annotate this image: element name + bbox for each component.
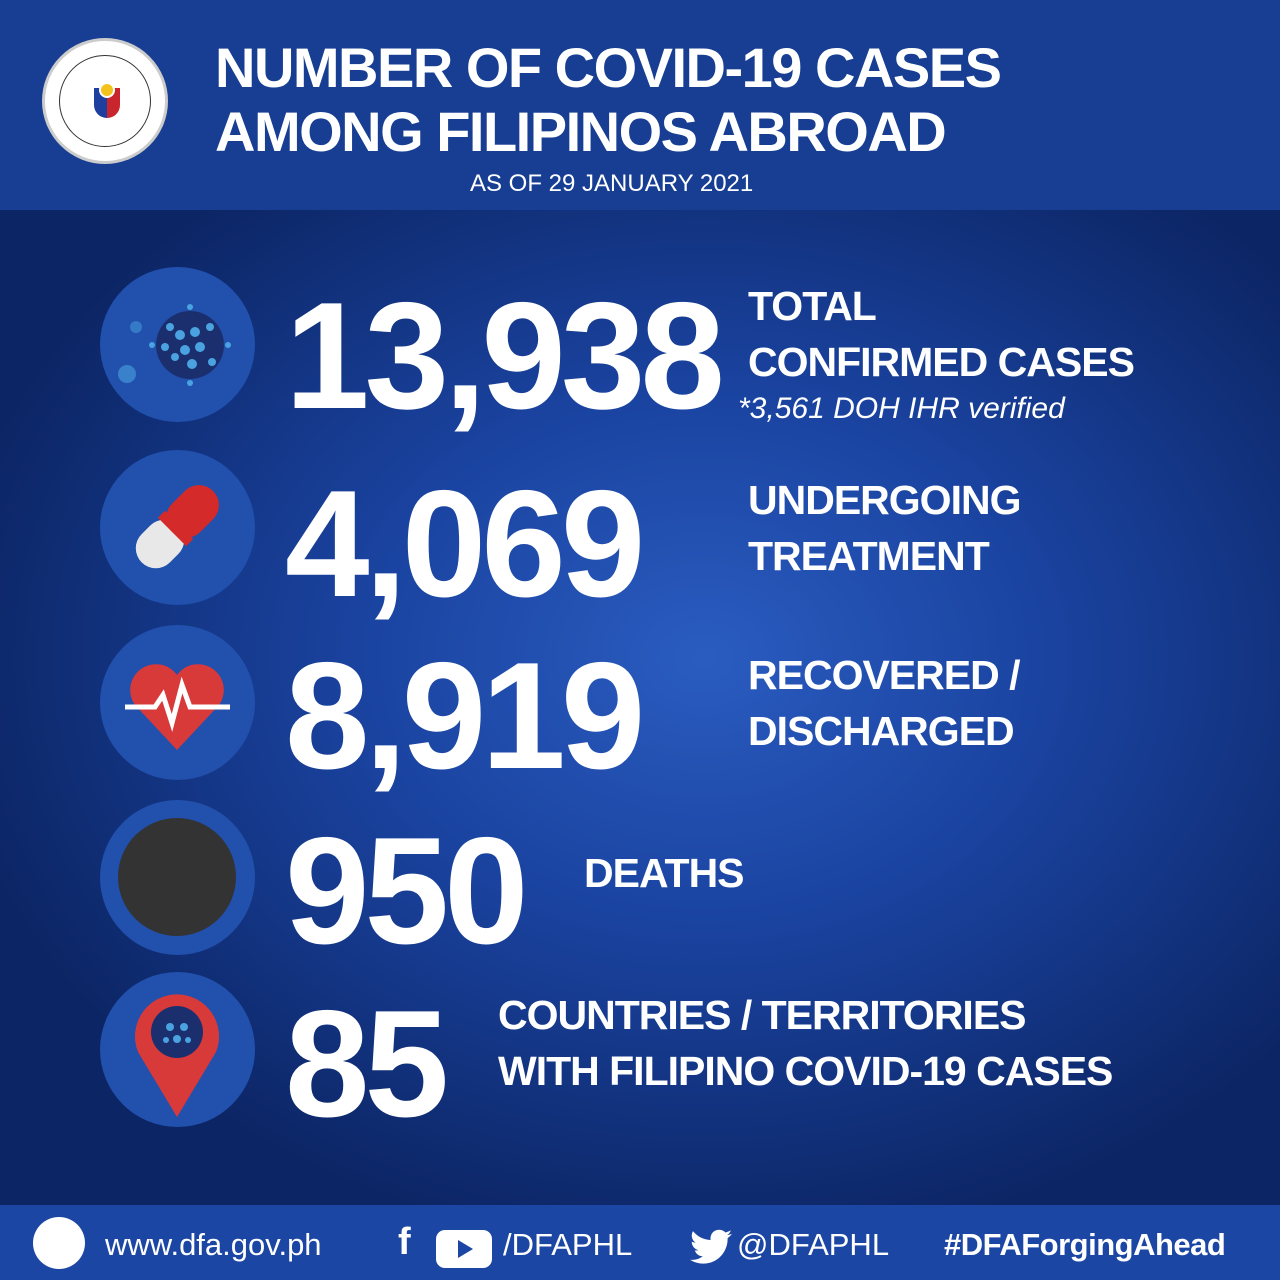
title-line-1: NUMBER OF COVID-19 CASES bbox=[215, 36, 1002, 99]
countries-value: 85 bbox=[285, 979, 449, 1149]
total-confirmed-value: 13,938 bbox=[285, 271, 725, 441]
deaths-icon bbox=[100, 800, 255, 955]
twitter-icon[interactable] bbox=[690, 1229, 732, 1270]
youtube-icon[interactable] bbox=[436, 1230, 492, 1268]
twitter-handle[interactable]: @DFAPHL bbox=[737, 1227, 890, 1262]
doh-verified-note: *3,561 DOH IHR verified bbox=[738, 392, 1065, 425]
header: NUMBER OF COVID-19 CASES AMONG FILIPINOS… bbox=[0, 0, 1280, 210]
website-link[interactable]: www.dfa.gov.ph bbox=[105, 1227, 322, 1262]
virus-icon bbox=[100, 267, 255, 422]
stats-panel: 13,938 TOTAL CONFIRMED CASES *3,561 DOH I… bbox=[0, 210, 1280, 1205]
undergoing-treatment-value: 4,069 bbox=[285, 459, 645, 629]
deaths-value: 950 bbox=[285, 806, 529, 976]
recovered-label: RECOVERED / DISCHARGED bbox=[748, 652, 1020, 754]
countries-label: COUNTRIES / TERRITORIES WITH FILIPINO COV… bbox=[498, 992, 1113, 1094]
dfa-seal-small-logo bbox=[33, 1217, 85, 1269]
hashtag: #DFAForgingAhead bbox=[944, 1227, 1226, 1262]
footer: www.dfa.gov.ph f /DFAPHL @DFAPHL #DFAFor… bbox=[0, 1205, 1280, 1280]
location-pin-virus-icon bbox=[100, 972, 255, 1127]
title-line-2: AMONG FILIPINOS ABROAD bbox=[215, 100, 947, 163]
as-of-date: AS OF 29 JANUARY 2021 bbox=[470, 170, 754, 197]
recovered-value: 8,919 bbox=[285, 631, 645, 801]
facebook-youtube-handle[interactable]: /DFAPHL bbox=[503, 1227, 633, 1262]
page-title: NUMBER OF COVID-19 CASES AMONG FILIPINOS… bbox=[215, 36, 1002, 164]
dfa-seal-logo bbox=[42, 38, 168, 164]
undergoing-treatment-label: UNDERGOING TREATMENT bbox=[748, 477, 1021, 579]
heartbeat-icon bbox=[100, 625, 255, 780]
facebook-icon[interactable]: f bbox=[398, 1221, 411, 1263]
pill-icon bbox=[100, 450, 255, 605]
deaths-label: DEATHS bbox=[584, 850, 745, 896]
total-confirmed-label: TOTAL CONFIRMED CASES bbox=[748, 283, 1135, 385]
